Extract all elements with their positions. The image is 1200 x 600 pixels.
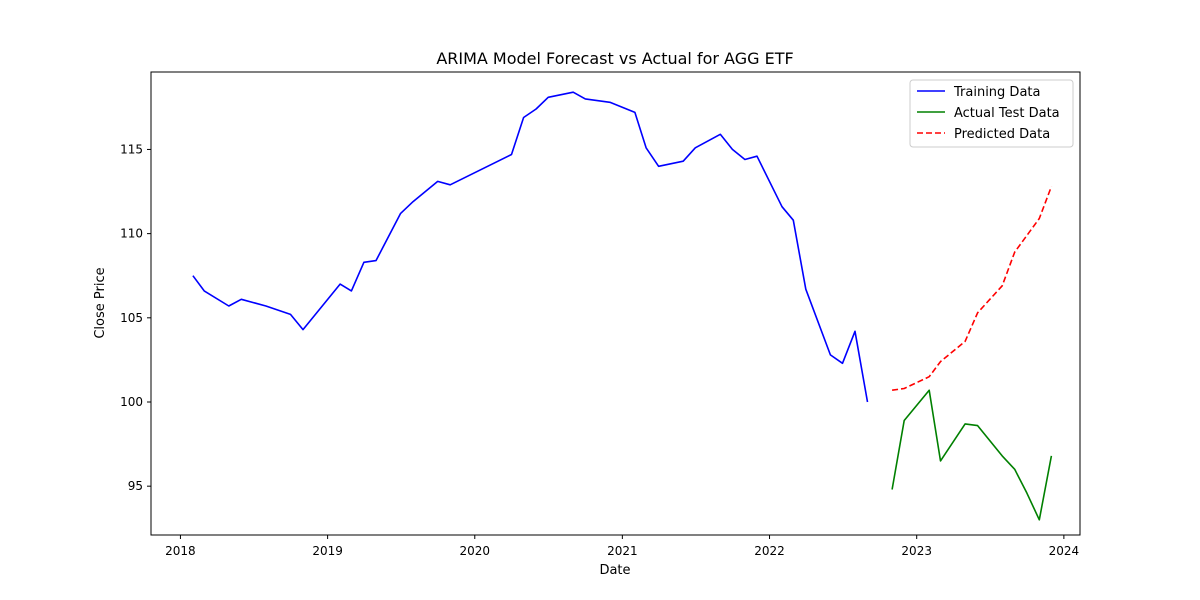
x-tick-label: 2018: [165, 544, 196, 558]
x-axis-label: Date: [599, 563, 630, 578]
y-tick-label: 95: [128, 479, 143, 493]
x-tick-label: 2022: [754, 544, 785, 558]
x-tick-label: 2024: [1049, 544, 1080, 558]
y-axis-label: Close Price: [93, 267, 108, 338]
y-tick-label: 100: [120, 395, 143, 409]
chart-title: ARIMA Model Forecast vs Actual for AGG E…: [436, 49, 793, 68]
legend: Training Data Actual Test Data Predicted D…: [909, 79, 1074, 148]
legend-label-predicted-data: Predicted Data: [954, 127, 1050, 142]
legend-label-actual-test-data: Actual Test Data: [954, 106, 1060, 121]
series-actual-test-data: [891, 389, 1053, 521]
x-tick-label: 2021: [607, 544, 638, 558]
series-line-training-data: [192, 91, 869, 403]
ticks-layer: 2018 2019 2020 2021 2022 2023 2024 95 100 105 110 1…: [120, 142, 1079, 558]
y-tick-label: 115: [120, 142, 143, 156]
plot-frame: [150, 71, 1081, 536]
series-layer: [192, 91, 1053, 521]
x-tick-label: 2020: [460, 544, 491, 558]
x-tick-label: 2023: [901, 544, 932, 558]
x-tick-label: 2019: [312, 544, 343, 558]
legend-box: [909, 79, 1074, 148]
series-line-actual-test-data: [891, 389, 1053, 521]
y-tick-label: 110: [120, 227, 143, 241]
y-tick-label: 105: [120, 311, 143, 325]
legend-label-training-data: Training Data: [953, 85, 1040, 100]
series-training-data: [192, 91, 869, 403]
